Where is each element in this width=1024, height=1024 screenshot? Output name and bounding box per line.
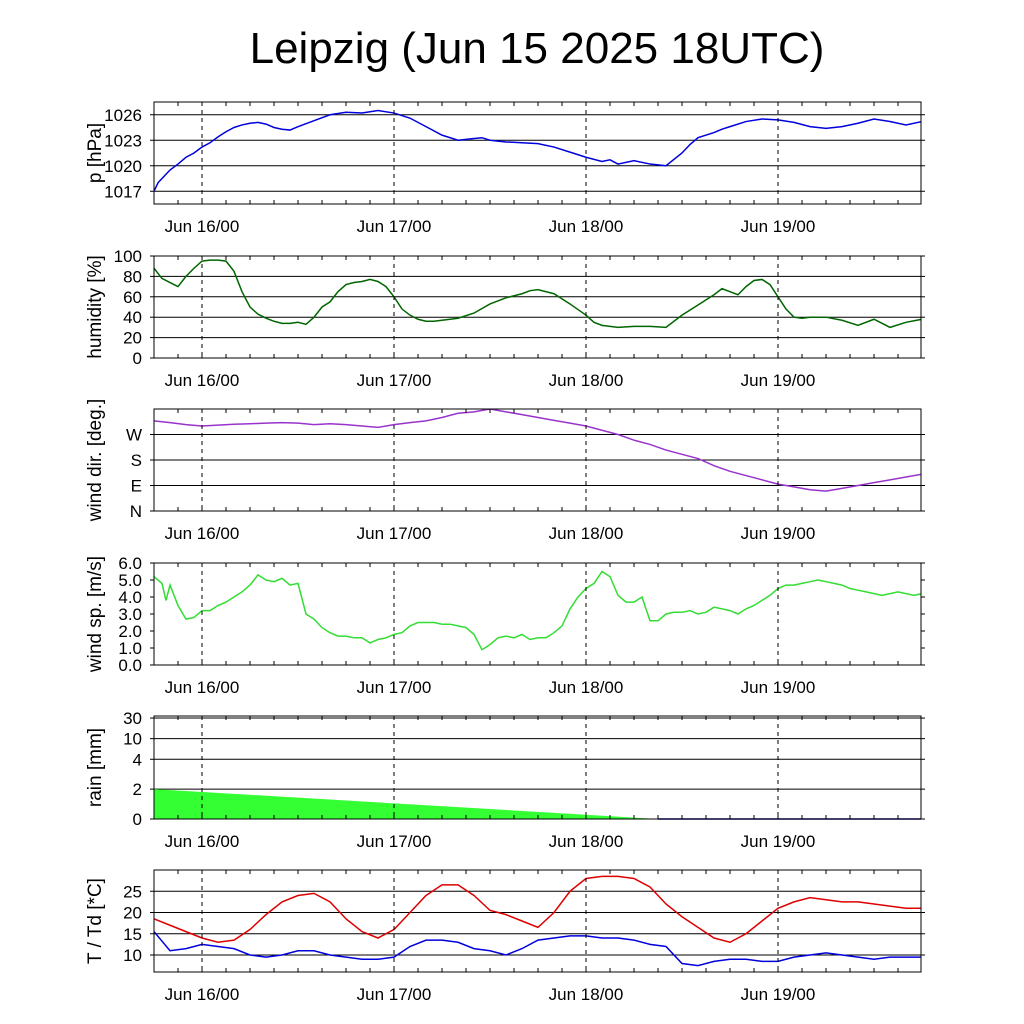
x-tick-label: Jun 16/00 xyxy=(165,985,240,1004)
y-tick-label: 1023 xyxy=(104,131,142,150)
plot-frame xyxy=(153,101,922,205)
plot-frame xyxy=(153,562,922,666)
x-tick-label: Jun 16/00 xyxy=(165,524,240,543)
x-tick-label: Jun 19/00 xyxy=(741,985,816,1004)
series-line xyxy=(154,875,921,944)
y-tick-label: 40 xyxy=(123,308,142,327)
x-tick-label: Jun 16/00 xyxy=(165,217,240,236)
y-tick-label: 15 xyxy=(123,925,142,944)
y-axis-label: wind sp. [m/s] xyxy=(85,556,106,673)
x-tick-label: Jun 18/00 xyxy=(549,678,624,697)
y-tick-label: 2 xyxy=(133,780,142,799)
x-tick-label: Jun 16/00 xyxy=(165,371,240,390)
y-tick-label: 20 xyxy=(123,329,142,348)
y-tick-label: 6.0 xyxy=(118,554,142,573)
plot-frame xyxy=(153,255,922,359)
x-tick-label: Jun 16/00 xyxy=(165,832,240,851)
y-tick-label: 4.0 xyxy=(118,588,142,607)
x-tick-label: Jun 18/00 xyxy=(549,217,624,236)
panel-5: 10 15 20 25 T / Td [*C] Jun 16/00 Jun 17/00 Jun… xyxy=(85,869,925,1004)
x-tick-label: Jun 17/00 xyxy=(357,678,432,697)
y-tick-label: 5.0 xyxy=(118,571,142,590)
panel-3: 0.01.02.03.04.05.06.0 wind sp. [m/s] Jun 1… xyxy=(85,554,925,697)
x-tick-label: Jun 18/00 xyxy=(549,832,624,851)
x-tick-label: Jun 17/00 xyxy=(357,371,432,390)
y-tick-label: N xyxy=(130,502,142,521)
y-tick-label: 60 xyxy=(123,288,142,307)
y-tick-label: 20 xyxy=(123,904,142,923)
series-line xyxy=(154,109,921,192)
x-tick-label: Jun 17/00 xyxy=(357,985,432,1004)
y-tick-label: 0 xyxy=(133,349,142,368)
panel-4: 0 2 410 30 rain [mm] Jun 16/00 Jun 17/00 Jun 18… xyxy=(85,709,925,851)
x-tick-label: Jun 19/00 xyxy=(741,678,816,697)
y-tick-label: 0 xyxy=(133,810,142,829)
x-tick-label: Jun 18/00 xyxy=(549,524,624,543)
x-tick-label: Jun 19/00 xyxy=(741,524,816,543)
x-tick-label: Jun 19/00 xyxy=(741,832,816,851)
y-axis-label: wind dir. [deg.] xyxy=(85,399,106,523)
y-axis-label: humidity [%] xyxy=(85,255,106,358)
series-line xyxy=(154,409,921,492)
x-tick-label: Jun 17/00 xyxy=(357,832,432,851)
y-tick-label: 10 xyxy=(123,946,142,965)
y-tick-label: 25 xyxy=(123,882,142,901)
chart-title: Leipzig (Jun 15 2025 18UTC) xyxy=(249,24,825,73)
y-axis-label: rain [mm] xyxy=(85,728,106,807)
y-tick-label: 3.0 xyxy=(118,605,142,624)
y-tick-label: 4 xyxy=(133,750,142,769)
rain-area xyxy=(154,789,658,819)
y-tick-label: 1026 xyxy=(104,106,142,125)
y-tick-label: E xyxy=(131,477,142,496)
y-tick-label: 100 xyxy=(114,247,142,266)
y-tick-label: 30 xyxy=(123,709,142,728)
x-tick-label: Jun 18/00 xyxy=(549,985,624,1004)
series-line xyxy=(154,259,921,329)
x-tick-label: Jun 19/00 xyxy=(741,217,816,236)
series-line xyxy=(154,570,921,651)
y-tick-label: 1020 xyxy=(104,157,142,176)
y-tick-label: 2.0 xyxy=(118,622,142,641)
y-tick-label: W xyxy=(126,426,142,445)
series-line xyxy=(154,931,921,967)
x-tick-label: Jun 18/00 xyxy=(549,371,624,390)
y-tick-label: 10 xyxy=(123,730,142,749)
x-tick-label: Jun 17/00 xyxy=(357,524,432,543)
x-tick-label: Jun 19/00 xyxy=(741,371,816,390)
y-axis-label: T / Td [*C] xyxy=(85,878,106,964)
x-tick-label: Jun 17/00 xyxy=(357,217,432,236)
y-tick-label: 80 xyxy=(123,267,142,286)
y-tick-label: 0.0 xyxy=(118,656,142,675)
y-tick-label: S xyxy=(131,451,142,470)
x-tick-label: Jun 16/00 xyxy=(165,678,240,697)
y-tick-label: 1.0 xyxy=(118,639,142,658)
y-axis-label: p [hPa] xyxy=(85,123,106,183)
y-tick-label: 1017 xyxy=(104,182,142,201)
